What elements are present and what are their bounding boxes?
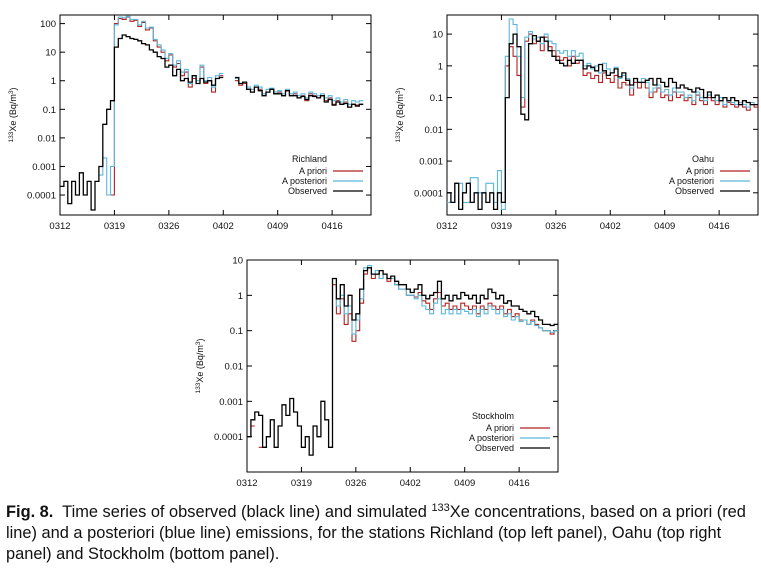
x-tick-label: 0312: [436, 221, 457, 232]
legend-title: Oahu: [692, 154, 714, 164]
y-tick-label: 0.001: [219, 397, 243, 408]
caption-text-a: Time series of observed (black line) and…: [62, 503, 432, 521]
y-label-close: ): [8, 88, 18, 91]
plot-frame: [59, 14, 372, 216]
y-axis-label: 133Xe (Bq/m3): [195, 339, 205, 394]
x-tick-label: 0402: [400, 478, 421, 489]
y-tick-label: 0.0001: [214, 432, 243, 443]
x-tick-label: 0312: [49, 221, 70, 232]
y-label-text: Xe (Bq/m: [395, 94, 405, 132]
x-tick-label: 0409: [454, 478, 475, 489]
series-line: [332, 264, 558, 335]
series-line: [60, 34, 364, 211]
y-tick-label: 0.001: [419, 157, 443, 168]
series-line: [447, 33, 758, 211]
x-tick-label: 0319: [104, 221, 125, 232]
series-observed: [60, 34, 364, 211]
y-tick-label: 100: [40, 19, 56, 30]
x-tick-label: 0409: [267, 221, 288, 232]
x-tick-label: 0326: [158, 221, 179, 232]
caption-text-b: Xe concentrations, based on a priori (re…: [6, 503, 746, 563]
series-observed: [247, 267, 558, 456]
y-label-isotope: 133: [395, 131, 402, 142]
y-axis-label: 133Xe (Bq/m3): [8, 88, 18, 143]
y-label-isotope: 133: [195, 382, 202, 393]
y-axis-label: 133Xe (Bq/m3): [395, 88, 405, 143]
x-tick-label: 0416: [322, 221, 343, 232]
legend-title: Stockholm: [472, 411, 514, 421]
series-a-priori: [250, 267, 558, 448]
x-tick-label: 0319: [491, 221, 512, 232]
legend-label: Observed: [288, 186, 327, 196]
x-tick-label: 0312: [236, 478, 257, 489]
y-tick-label: 0.01: [38, 133, 57, 144]
caption-isotope: 133: [431, 502, 450, 514]
legend-label: A priori: [486, 423, 514, 433]
y-label-exp: 3: [195, 341, 202, 345]
legend-label: Observed: [475, 443, 514, 453]
x-tick-label: 0402: [600, 221, 621, 232]
figure-caption: Fig. 8. Time series of observed (black l…: [6, 502, 751, 565]
series-a-priori: [501, 33, 758, 203]
series-line: [247, 267, 558, 456]
y-label-exp: 3: [8, 90, 15, 94]
x-tick-label: 0319: [291, 478, 312, 489]
legend-label: A posteriori: [669, 176, 714, 186]
y-tick-label: 0.1: [43, 105, 56, 116]
y-tick-label: 0.01: [225, 362, 244, 373]
series-observed: [447, 33, 758, 211]
x-tick-label: 0416: [509, 478, 530, 489]
x-tick-label: 0326: [345, 478, 366, 489]
y-tick-label: 1: [238, 291, 243, 302]
y-tick-label: 0.01: [425, 125, 444, 136]
legend-label: A posteriori: [469, 433, 514, 443]
y-tick-label: 0.1: [430, 93, 443, 104]
y-label-close: ): [195, 339, 205, 342]
y-tick-label: 1: [51, 76, 56, 87]
legend-label: Observed: [675, 186, 714, 196]
y-tick-label: 0.001: [32, 162, 56, 173]
legend-title: Richland: [292, 154, 327, 164]
panel-richland: 100 10 1 0.1 0.01 0.001 0.0001 0312 0319 0326 0402…: [8, 14, 372, 232]
y-tick-label: 10: [45, 48, 56, 59]
x-tick-label: 0416: [709, 221, 730, 232]
series-a-posteriori: [332, 264, 558, 335]
figure: 100 10 1 0.1 0.01 0.001 0.0001 0312 0319 0326 0402…: [8, 14, 759, 489]
plot-frame: [446, 14, 759, 216]
caption-label: Fig. 8.: [6, 503, 54, 521]
y-label-exp: 3: [395, 90, 402, 94]
x-tick-label: 0326: [545, 221, 566, 232]
legend-label: A priori: [299, 166, 327, 176]
y-label-close: ): [395, 88, 405, 91]
y-label-isotope: 133: [8, 131, 15, 142]
y-tick-label: 10: [232, 256, 243, 267]
legend-label: A priori: [686, 166, 714, 176]
y-tick-label: 0.0001: [27, 191, 56, 202]
series-line: [250, 267, 558, 448]
panel-stockholm: 10 1 0.1 0.01 0.001 0.0001 0312 0319 0326 0402 040…: [195, 256, 559, 489]
x-tick-label: 0409: [654, 221, 675, 232]
y-label-text: Xe (Bq/m: [195, 345, 205, 383]
legend-label: A posteriori: [282, 176, 327, 186]
y-tick-label: 10: [432, 30, 443, 41]
y-tick-label: 1: [438, 61, 443, 72]
y-label-text: Xe (Bq/m: [8, 94, 18, 132]
y-tick-label: 0.1: [230, 326, 243, 337]
series-line: [501, 33, 758, 203]
panel-oahu: 10 1 0.1 0.01 0.001 0.0001 0312 0319 0326 0402 040…: [395, 14, 759, 232]
y-tick-label: 0.0001: [414, 188, 443, 199]
x-tick-label: 0402: [213, 221, 234, 232]
